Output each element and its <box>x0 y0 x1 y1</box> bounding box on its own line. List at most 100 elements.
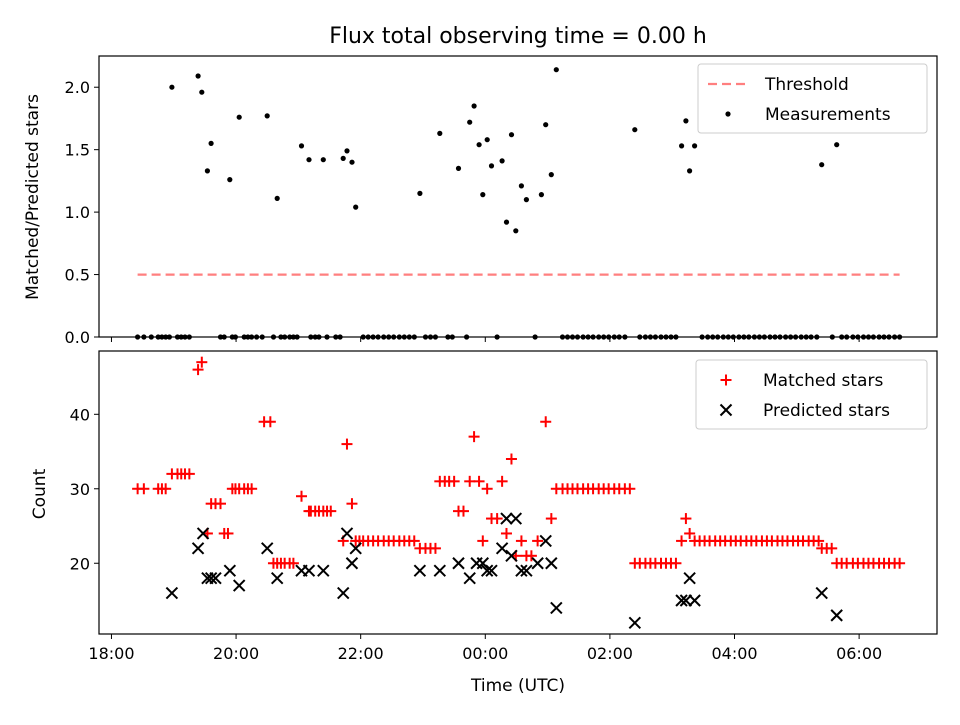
predicted-star-point <box>345 557 359 570</box>
measurement-point <box>553 67 559 73</box>
matched-star-point <box>894 557 906 569</box>
bottom-x-tick-label: 02:00 <box>587 644 633 663</box>
measurement-point <box>543 122 549 128</box>
measurement-point <box>548 172 554 178</box>
matched-star-point <box>408 535 420 547</box>
measurement-point <box>476 142 482 148</box>
measurement-point <box>195 73 201 79</box>
matched-star-point <box>540 416 552 428</box>
matched-star-point <box>341 438 353 450</box>
matched-star-point <box>826 542 838 554</box>
matched-star-point <box>481 483 493 495</box>
matched-star-point <box>287 557 299 569</box>
bottom-y-tick-label: 30 <box>70 480 90 499</box>
matched-star-point <box>468 431 480 443</box>
measurement-point <box>455 165 462 171</box>
bottom-legend-box <box>695 359 928 430</box>
measurement-point <box>834 142 840 148</box>
measurement-point <box>679 143 685 149</box>
legend-matched-label: Matched stars <box>763 371 883 391</box>
matched-star-point <box>500 527 512 539</box>
predicted-star-point <box>815 586 828 600</box>
matched-star-point <box>532 535 544 547</box>
matched-star-point <box>464 475 476 487</box>
measurement-point <box>692 143 698 149</box>
measurement-point <box>437 130 443 136</box>
predicted-star-point <box>232 579 246 592</box>
predicted-star-point <box>539 534 552 548</box>
predicted-star-point <box>485 564 498 577</box>
bottom-y-ticks: 20 30 40 <box>70 405 99 573</box>
matched-star-point <box>477 535 489 547</box>
matched-star-point <box>684 527 696 539</box>
matched-star-point <box>264 416 276 428</box>
predicted-star-point <box>515 564 528 577</box>
bottom-legend: Matched stars Predicted stars <box>695 359 928 430</box>
measurement-point <box>208 140 214 146</box>
measurement-point <box>484 137 490 143</box>
measurement-point <box>488 163 495 169</box>
matched-star-point <box>624 483 636 495</box>
predicted-star-point <box>675 594 688 607</box>
matched-star-point <box>192 364 204 376</box>
matched-star-point <box>246 483 258 495</box>
predicted-star-point <box>683 571 696 585</box>
top-y-axis-label: Matched/Predicted stars <box>23 94 43 300</box>
measurement-point <box>499 158 505 164</box>
predicted-star-point <box>209 571 222 585</box>
predicted-star-point <box>463 571 476 585</box>
bottom-x-tick-label: 20:00 <box>213 644 259 663</box>
measurement-point <box>508 132 515 138</box>
matched-star-point <box>515 535 527 547</box>
matched-star-point <box>473 475 485 487</box>
measurement-point <box>538 192 545 198</box>
predicted-star-point <box>204 571 218 585</box>
predicted-star-point <box>302 564 316 577</box>
matched-star-point <box>505 453 517 465</box>
legend-measurements-swatch <box>725 111 731 117</box>
matched-star-point <box>214 498 226 510</box>
legend-matched-swatch <box>720 374 732 386</box>
measurement-point <box>518 183 525 189</box>
measurement-point <box>274 195 280 201</box>
legend-measurements-label: Measurements <box>765 105 891 125</box>
predicted-star-point <box>349 542 362 555</box>
measurement-point <box>227 177 233 183</box>
matched-star-point <box>496 475 508 487</box>
predicted-star-point <box>452 557 465 570</box>
bottom-x-tick-label: 00:00 <box>462 644 508 663</box>
bottom-axes: 20 30 40 18:00 20:00 22:00 00:00 02:00 04:00 06:… <box>30 350 938 696</box>
top-legend: Threshold Measurements <box>697 63 928 134</box>
bottom-x-tick-label: 04:00 <box>711 644 757 663</box>
predicted-star-point <box>480 564 494 577</box>
top-y-tick-label: 1.0 <box>65 203 90 222</box>
top-legend-box <box>697 63 928 134</box>
predicted-star-point <box>495 542 509 555</box>
predicted-star-point <box>520 564 533 577</box>
measurement-point <box>169 84 175 90</box>
predicted-star-point <box>509 512 523 525</box>
matched-star-point <box>676 535 688 547</box>
predicted-star-point <box>500 512 513 525</box>
predicted-star-point <box>337 586 350 600</box>
measurement-point <box>480 192 486 198</box>
measurement-point <box>819 162 825 168</box>
predicted-star-point <box>270 571 284 585</box>
predicted-star-point <box>261 542 274 555</box>
top-x-ticks <box>110 337 860 342</box>
predicted-star-point <box>191 542 205 555</box>
predicted-star-point <box>545 557 558 570</box>
measurement-point <box>417 190 423 196</box>
predicted-star-point <box>413 564 427 577</box>
matched-star-point <box>545 513 557 525</box>
matched-star-point <box>346 498 358 510</box>
legend-predicted-label: Predicted stars <box>763 401 890 421</box>
matched-star-point <box>448 475 460 487</box>
matched-star-point <box>429 542 441 554</box>
measurement-point <box>683 118 689 124</box>
bottom-axes-frame <box>98 350 938 635</box>
matched-star-point <box>325 505 337 517</box>
predicted-star-point <box>223 564 237 577</box>
bottom-y-tick-label: 20 <box>70 554 90 573</box>
predicted-star-point <box>340 527 354 540</box>
